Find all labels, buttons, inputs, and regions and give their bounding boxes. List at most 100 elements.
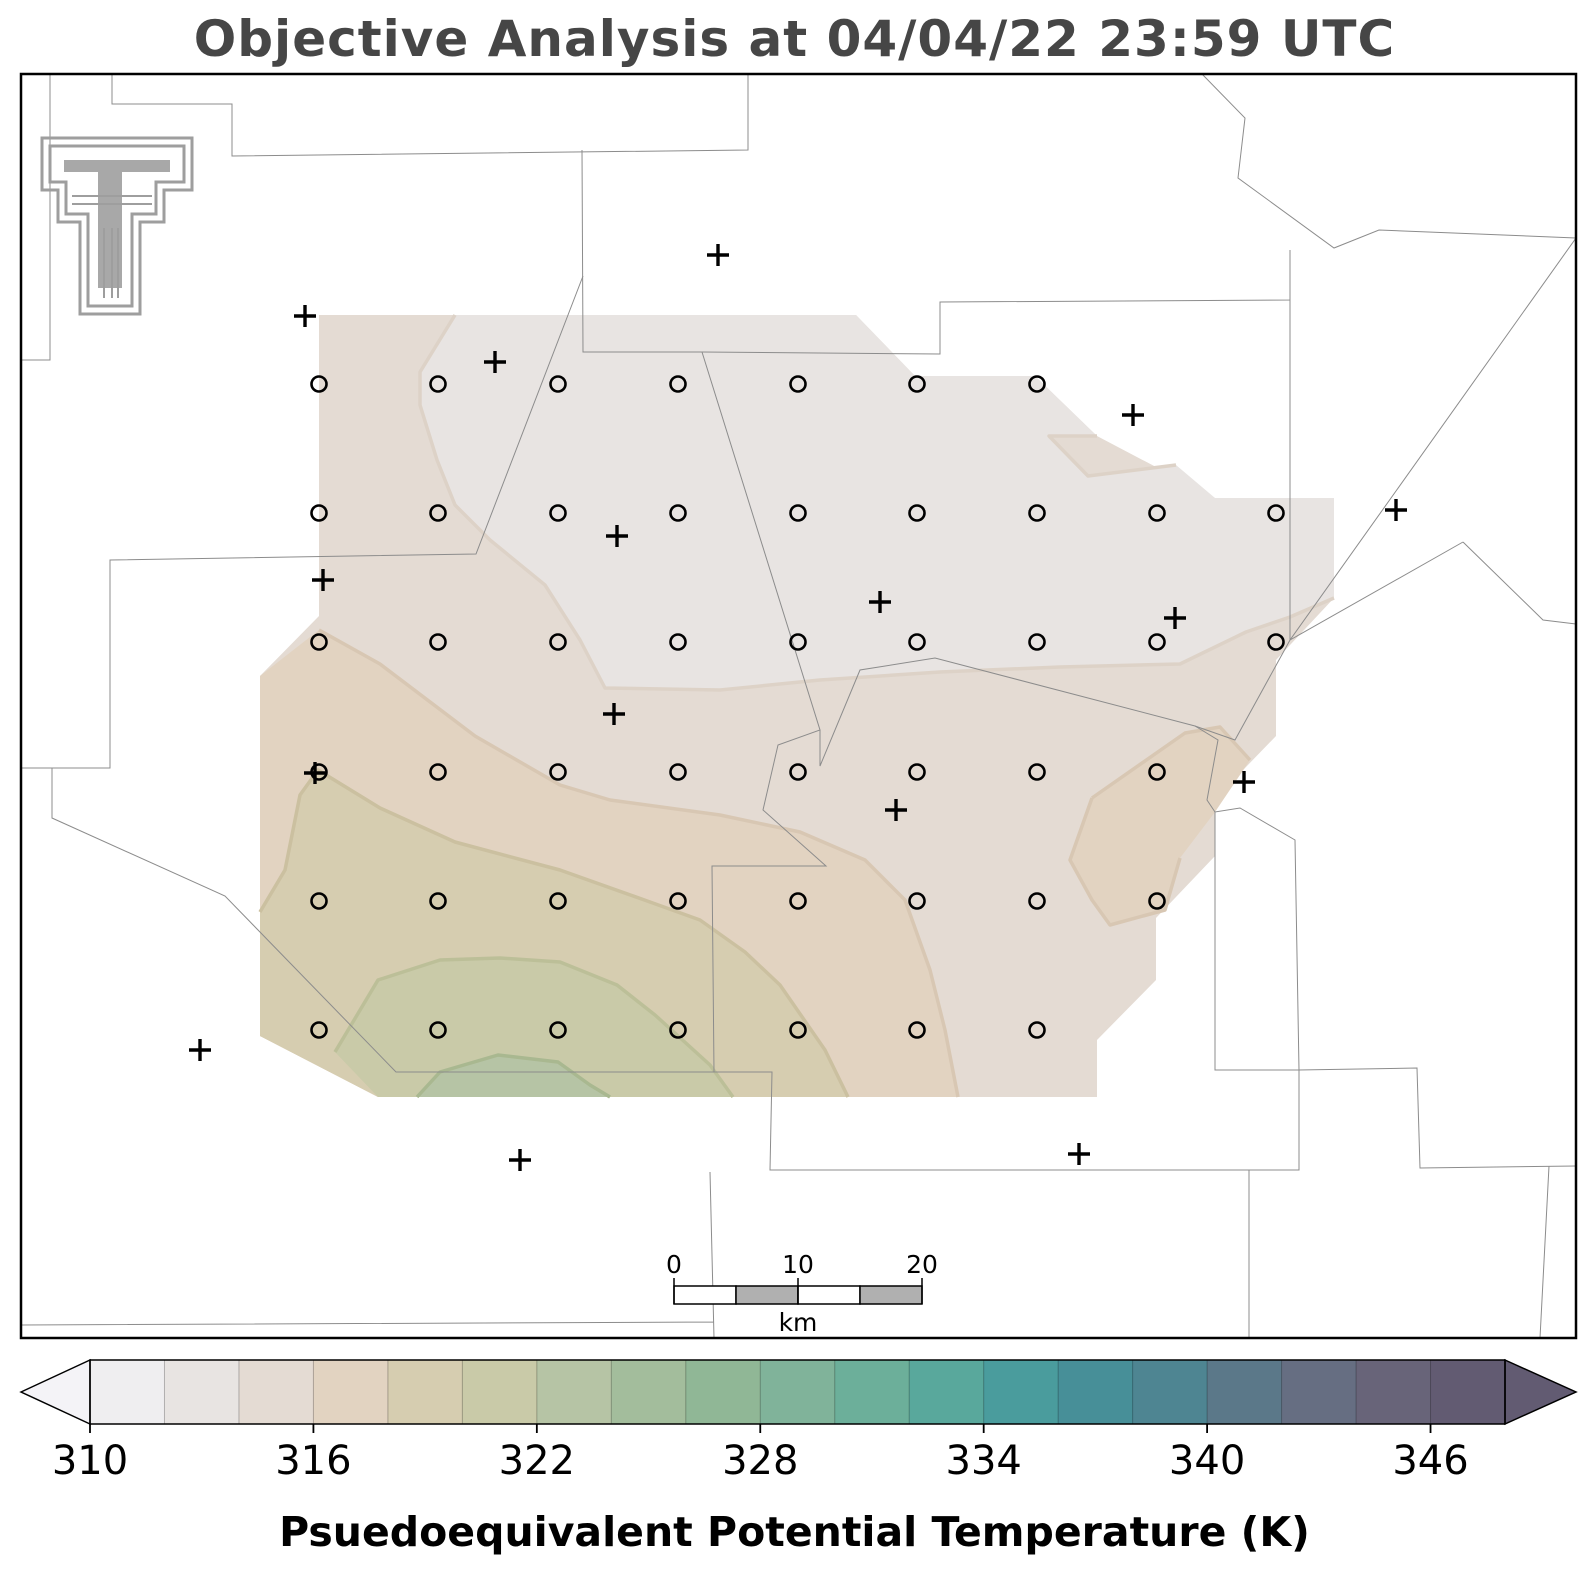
scale-bar-segment xyxy=(735,1285,799,1305)
colorbar-ticks: 310 316 322 328 334 340 346 xyxy=(52,1424,1469,1484)
map-panel: 0 10 20 km xyxy=(19,72,1578,1340)
map-title: Objective Analysis at 04/04/22 23:59 UTC xyxy=(193,10,1396,68)
grid-point xyxy=(789,504,807,522)
grid-point xyxy=(669,504,687,522)
colorbar-swatch xyxy=(1132,1360,1208,1424)
grid-point xyxy=(789,1021,807,1039)
colorbar-swatch xyxy=(462,1360,538,1424)
texas-tech-logo xyxy=(40,136,194,316)
boundary-line xyxy=(21,275,584,769)
logo-outer-t xyxy=(40,136,194,316)
station-marker xyxy=(1385,499,1407,521)
grid-point xyxy=(908,892,926,910)
grid-point xyxy=(429,375,447,393)
boundary-line xyxy=(714,812,1300,1171)
colorbar-swatches xyxy=(90,1360,1506,1424)
grid-point xyxy=(429,892,447,910)
grid-point xyxy=(789,892,807,910)
boundary-line xyxy=(1201,74,1576,249)
grid-point xyxy=(549,892,567,910)
colorbar-swatch xyxy=(760,1360,836,1424)
station-markers xyxy=(189,244,1407,1171)
colorbar-swatch xyxy=(1058,1360,1134,1424)
scale-bar-segment xyxy=(797,1285,861,1305)
grid-point xyxy=(669,763,687,781)
colorbar-swatch xyxy=(90,1360,165,1424)
grid-point xyxy=(549,763,567,781)
colorbar-swatch xyxy=(834,1360,910,1424)
station-marker xyxy=(509,1149,531,1171)
colorbar-swatch xyxy=(387,1360,463,1424)
colorbar-swatch xyxy=(1207,1360,1283,1424)
colorbar-swatch xyxy=(536,1360,612,1424)
station-marker xyxy=(869,591,891,613)
colorbar-swatch xyxy=(1356,1360,1432,1424)
grid-point xyxy=(789,375,807,393)
grid-point xyxy=(908,763,926,781)
station-marker xyxy=(1164,607,1186,629)
grid-point xyxy=(1028,633,1046,651)
grid-point xyxy=(669,375,687,393)
colorbar-over-arrow xyxy=(1504,1358,1578,1426)
grid-point xyxy=(1148,892,1166,910)
station-marker xyxy=(189,1039,211,1061)
scale-bar-segment xyxy=(859,1285,923,1305)
colorbar-tick-label: 316 xyxy=(275,1438,351,1484)
contour-line-314 xyxy=(318,628,960,1098)
grid-point xyxy=(310,504,328,522)
grid-point xyxy=(1267,504,1285,522)
scale-bar: 0 10 20 km xyxy=(666,1250,938,1337)
station-marker xyxy=(312,569,334,591)
contour-line-312-notch xyxy=(1047,434,1177,478)
station-marker xyxy=(294,305,316,327)
grid-point xyxy=(549,375,567,393)
colorbar-tick-label: 346 xyxy=(1392,1438,1468,1484)
grid-point xyxy=(908,1021,926,1039)
grid-point xyxy=(669,1021,687,1039)
grid-point xyxy=(789,633,807,651)
colorbar-under-arrow xyxy=(19,1358,91,1426)
colorbar-swatch xyxy=(983,1360,1059,1424)
station-marker xyxy=(304,762,326,784)
grid-point xyxy=(429,633,447,651)
colorbar-tick-label: 322 xyxy=(499,1438,575,1484)
scale-bar-segment xyxy=(673,1285,737,1305)
colorbar-label: Psuedoequivalent Potential Temperature (… xyxy=(279,1508,1310,1556)
station-marker xyxy=(885,799,907,821)
contour-fill-320 xyxy=(335,958,733,1097)
grid-point xyxy=(669,892,687,910)
colorbar-tick-label: 328 xyxy=(722,1438,798,1484)
contour-line-312 xyxy=(418,314,1335,692)
grid-point xyxy=(1148,504,1166,522)
logo-core-t xyxy=(64,160,170,288)
contour-fill-312 xyxy=(420,315,1334,690)
colorbar-swatch xyxy=(611,1360,687,1424)
boundary-line xyxy=(1289,541,1576,641)
scale-bar-label: 20 xyxy=(906,1250,938,1279)
grid-point xyxy=(1028,504,1046,522)
grid-point xyxy=(429,763,447,781)
station-marker xyxy=(1068,1143,1090,1165)
grid-point xyxy=(1028,763,1046,781)
colorbar-frame xyxy=(89,1359,1506,1425)
boundary-line xyxy=(111,74,749,157)
grid-point xyxy=(1267,633,1285,651)
station-marker xyxy=(603,703,625,725)
station-marker xyxy=(1122,404,1144,426)
colorbar-swatch xyxy=(685,1360,761,1424)
grid-point xyxy=(1028,892,1046,910)
colorbar-swatch xyxy=(909,1360,985,1424)
boundary-line xyxy=(51,351,828,1073)
grid-point xyxy=(549,504,567,522)
logo-lines xyxy=(72,195,152,298)
colorbar-tick-label: 334 xyxy=(946,1438,1022,1484)
contour-line-320 xyxy=(415,1053,611,1099)
grid-point xyxy=(1148,763,1166,781)
scale-bar-label: 0 xyxy=(666,1250,682,1279)
scale-bar-unit: km xyxy=(779,1308,818,1337)
boundary-line xyxy=(819,237,1576,767)
boundary-line xyxy=(1194,725,1576,1169)
colorbar: 310 316 322 328 334 340 346 xyxy=(19,1358,1578,1484)
